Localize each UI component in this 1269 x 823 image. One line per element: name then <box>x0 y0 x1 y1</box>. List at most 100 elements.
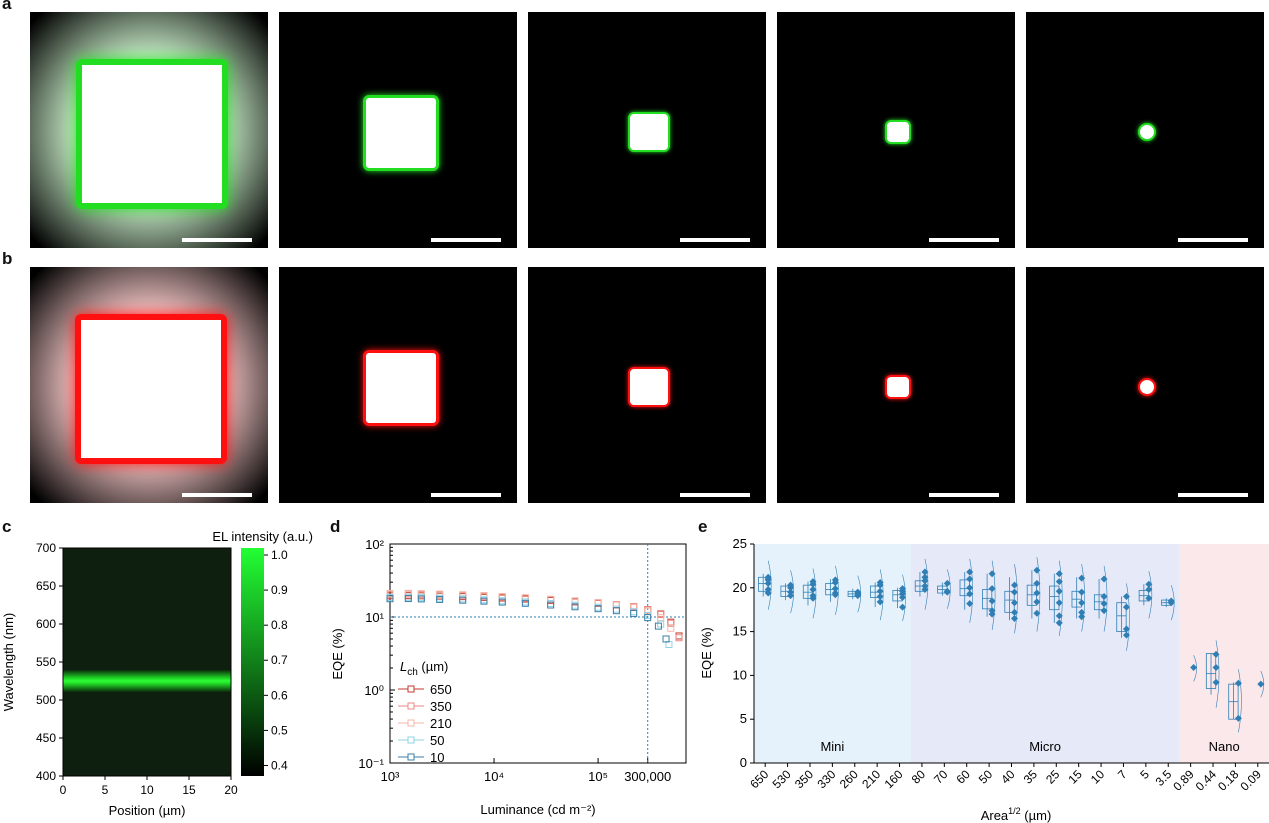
y-tick-label: 10⁰ <box>364 683 384 698</box>
x-tick-label: 0.89 <box>1170 767 1197 794</box>
data-point-210 <box>459 591 467 599</box>
data-point <box>831 591 839 599</box>
plot-frame <box>389 543 687 764</box>
x-tick-label: 10³ <box>381 769 400 784</box>
box <box>1049 585 1060 611</box>
x-tick-label: 0.09 <box>1238 767 1265 794</box>
x-tick-label: 10 <box>140 783 154 797</box>
data-point <box>988 585 996 593</box>
data-point-650 <box>675 632 683 640</box>
data-point-350 <box>667 619 675 627</box>
row-a-image-4 <box>777 12 1015 248</box>
violin-outline <box>1126 583 1130 651</box>
y-axis-label: EQE (%) <box>699 627 714 678</box>
y-tick-label: 15 <box>733 624 747 639</box>
scale-bar <box>182 238 252 242</box>
data-point <box>1033 589 1041 597</box>
data-point <box>876 593 884 601</box>
violin-outline <box>879 569 884 621</box>
legend-label-210: 210 <box>430 716 452 731</box>
x-tick-label: 350 <box>792 767 816 791</box>
x-tick-label: 0 <box>60 783 67 797</box>
data-point <box>1257 680 1265 688</box>
data-point <box>1190 664 1198 672</box>
x-tick-label: 330 <box>814 767 838 791</box>
scale-bar <box>1178 238 1248 242</box>
x-tick-label: 20 <box>224 783 238 797</box>
data-point <box>1055 587 1063 595</box>
data-point <box>921 577 929 585</box>
legend-label-650: 650 <box>430 682 452 697</box>
x-tick-label: 70 <box>931 767 951 787</box>
violin-outline <box>1238 669 1242 733</box>
violin-outline <box>947 569 951 609</box>
data-point <box>1055 599 1063 607</box>
data-point <box>988 597 996 605</box>
data-point <box>921 582 929 590</box>
heatmap-background <box>63 548 231 776</box>
colorbar-tick-label: 0.5 <box>271 723 288 737</box>
y-tick-label: 700 <box>36 541 56 555</box>
panel-label-a: a <box>2 0 12 13</box>
x-tick-label: 15 <box>1065 767 1085 787</box>
violin-outline <box>991 560 996 630</box>
y-tick-label: 650 <box>36 579 56 593</box>
data-point <box>1212 664 1220 672</box>
data-point <box>1212 650 1220 658</box>
data-point <box>787 592 795 600</box>
data-point-10 <box>594 605 602 613</box>
data-point <box>899 603 907 611</box>
panel-label-e: e <box>698 517 708 536</box>
data-point-10 <box>386 595 394 603</box>
data-point-10 <box>571 603 579 611</box>
data-point-10 <box>521 599 529 607</box>
y-tick-label: 600 <box>36 617 56 631</box>
data-point <box>1011 614 1018 622</box>
colorbar-label: EL intensity (a.u.) <box>212 529 313 544</box>
data-point <box>966 575 974 583</box>
y-tick-label: 450 <box>36 731 56 745</box>
x-tick-label: 10⁵ <box>588 769 608 784</box>
data-point <box>876 598 884 606</box>
y-tick-label: 10 <box>733 667 747 682</box>
data-point <box>966 600 974 608</box>
data-point-10 <box>547 601 555 609</box>
legend-marker-210 <box>407 719 415 727</box>
row-a-image-5 <box>1026 12 1264 248</box>
y-tick-label: 0 <box>740 755 747 770</box>
legend-title: Lch (µm) <box>400 659 448 678</box>
data-point-10 <box>498 598 506 606</box>
data-point-210 <box>436 590 444 598</box>
x-tick-label: 530 <box>770 767 794 791</box>
x-tick-label: 7 <box>1115 767 1130 782</box>
x-tick-label: 160 <box>882 767 906 791</box>
data-point <box>831 576 839 584</box>
data-point <box>1145 586 1153 594</box>
row-a-image-1 <box>30 12 268 248</box>
emission-spot <box>628 112 670 152</box>
data-point-10 <box>459 596 467 604</box>
scale-bar <box>680 238 750 242</box>
data-point <box>1033 566 1041 574</box>
data-point <box>1100 607 1108 615</box>
colorbar-tick-label: 0.4 <box>271 758 288 772</box>
data-point <box>809 592 817 600</box>
data-point <box>1122 625 1130 633</box>
heatmap-emission-band <box>63 670 231 692</box>
y-axis-label: EQE (%) <box>330 628 345 679</box>
x-tick-label: 40 <box>998 767 1018 787</box>
box <box>1116 602 1127 633</box>
data-point-210 <box>521 594 529 602</box>
data-point <box>988 610 996 618</box>
emission-spot <box>628 367 670 407</box>
data-point <box>854 590 862 598</box>
data-point <box>899 587 907 595</box>
data-point-50 <box>594 603 602 611</box>
legend-marker-350 <box>407 702 415 710</box>
y-tick-label: 10² <box>365 537 384 552</box>
data-point <box>988 607 996 615</box>
x-tick-label: 210 <box>859 767 883 791</box>
data-point-210 <box>386 589 394 597</box>
legend-marker-50 <box>407 736 415 744</box>
x-tick-label: 10⁴ <box>484 769 504 784</box>
